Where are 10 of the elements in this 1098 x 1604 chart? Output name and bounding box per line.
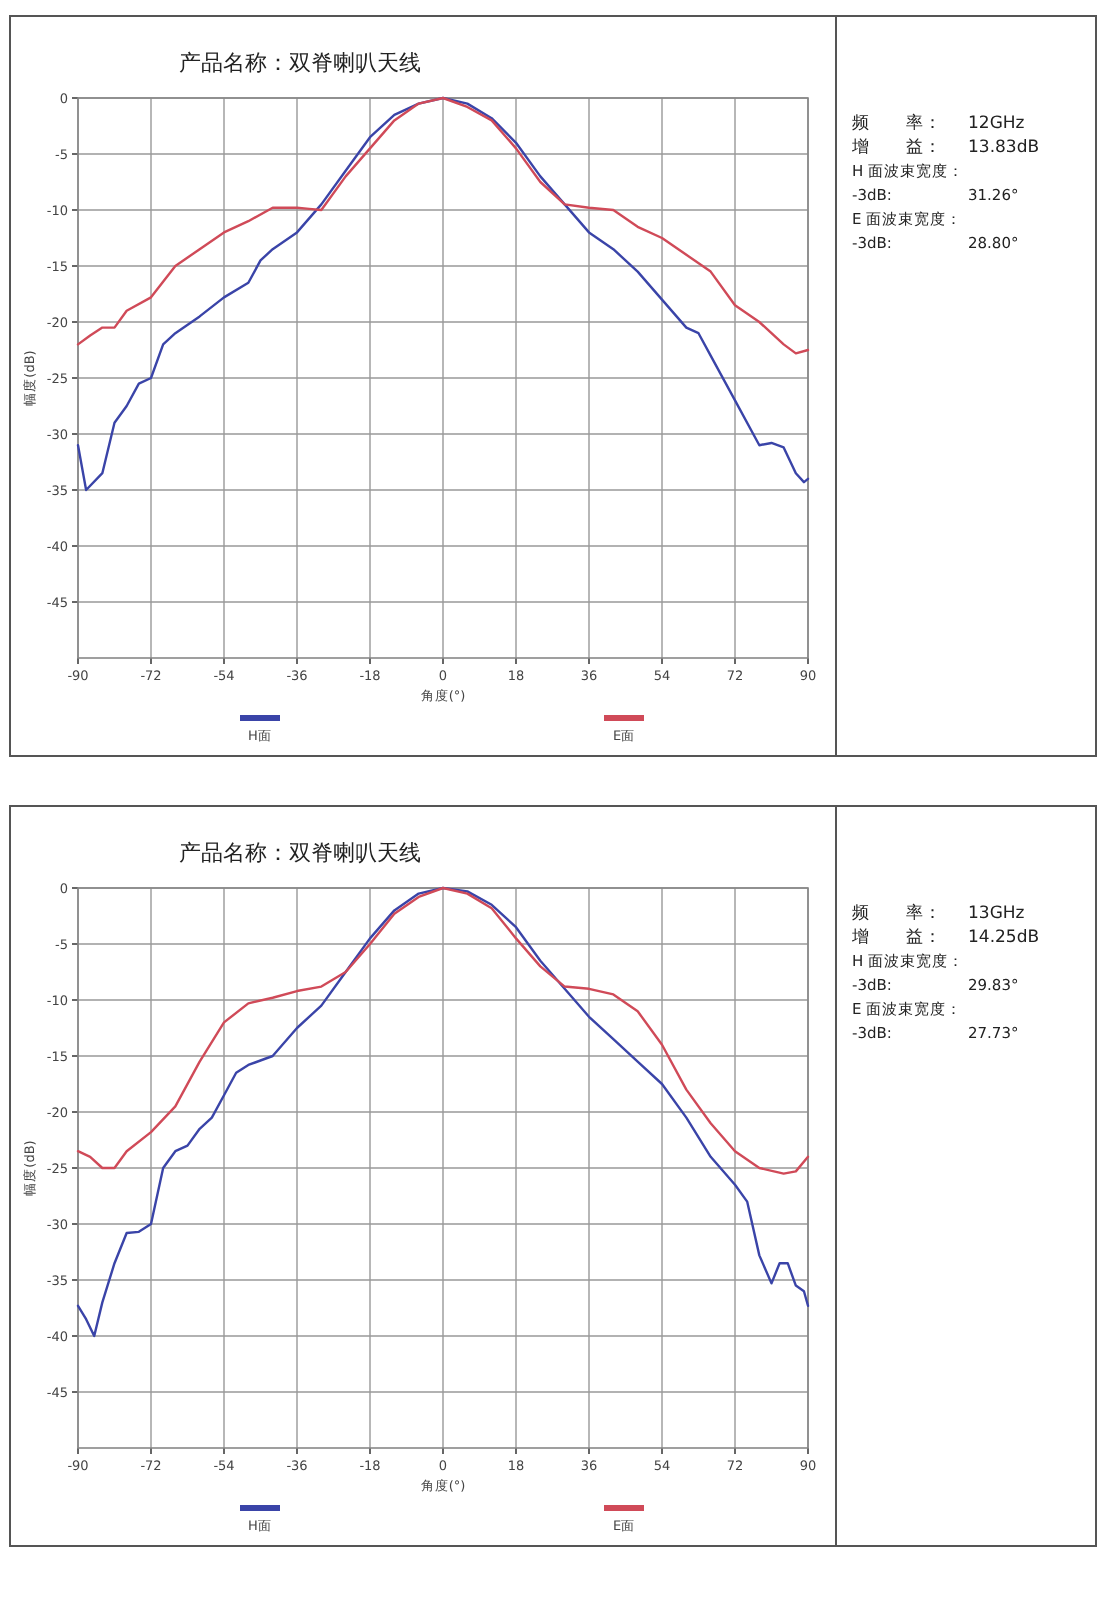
text: 增 益： <box>850 926 942 948</box>
text: 频 率： <box>852 902 942 924</box>
chart-title: 产品名称：双脊喇叭天线 <box>179 840 421 866</box>
text: 增 益： <box>850 136 942 158</box>
text: 12GHz <box>968 114 1026 134</box>
chart-title: 产品名称：双脊喇叭天线 <box>179 50 421 76</box>
text: 13.83dB <box>968 138 1040 158</box>
text: 13GHz <box>968 904 1026 924</box>
text: 频 率： <box>852 112 942 134</box>
text: 14.25dB <box>968 928 1040 948</box>
